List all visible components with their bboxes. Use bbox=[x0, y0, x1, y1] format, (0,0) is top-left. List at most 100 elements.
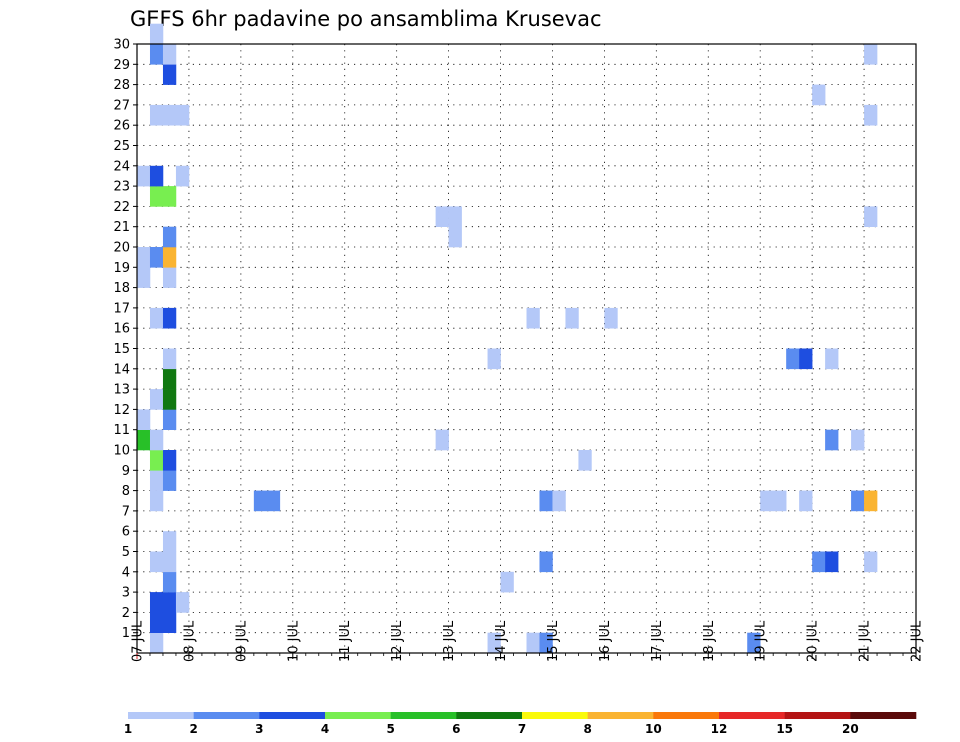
x-tick-label: 08 JUL bbox=[182, 620, 197, 662]
colorbar: 1 2 3 4 5 6 7 8 10 12 15 20 bbox=[124, 712, 917, 736]
y-tick-label: 27 bbox=[113, 98, 130, 113]
precip-cell bbox=[149, 23, 164, 45]
y-tick-label: 15 bbox=[113, 342, 130, 357]
precip-cell bbox=[137, 267, 151, 288]
y-tick-label: 16 bbox=[113, 322, 130, 337]
colorbar-swatch bbox=[128, 712, 194, 719]
y-tick-label: 26 bbox=[113, 119, 130, 134]
x-tick-label: 10 JUL bbox=[286, 620, 301, 662]
x-tick-label: 14 JUL bbox=[494, 620, 509, 662]
precip-cell bbox=[137, 409, 151, 430]
colorbar-swatch bbox=[456, 712, 523, 719]
y-tick-label: 22 bbox=[113, 200, 130, 215]
y-axis: 1234567891011121314151617181920212223242… bbox=[113, 38, 137, 641]
precip-cell bbox=[149, 490, 164, 512]
y-tick-label: 11 bbox=[113, 423, 130, 438]
chart-title: GEFS 6hr padavine po ansamblima Krusevac bbox=[130, 7, 602, 31]
precip-cell bbox=[747, 632, 761, 654]
colorbar-label: 1 bbox=[124, 722, 132, 736]
colorbar-label: 10 bbox=[645, 722, 662, 736]
precip-cell bbox=[539, 551, 553, 573]
precip-cell bbox=[162, 551, 177, 573]
precip-cell bbox=[162, 571, 177, 593]
x-tick-label: 17 JUL bbox=[650, 620, 665, 662]
precip-cell bbox=[448, 226, 462, 248]
precip-cell bbox=[864, 206, 878, 227]
precip-cell bbox=[149, 186, 164, 207]
precip-cell bbox=[162, 450, 177, 471]
precip-cell bbox=[149, 165, 164, 187]
colorbar-swatch bbox=[259, 712, 326, 719]
y-tick-label: 24 bbox=[113, 159, 130, 174]
precip-cell bbox=[149, 389, 164, 410]
y-tick-label: 14 bbox=[113, 362, 130, 377]
precip-cell bbox=[162, 247, 177, 268]
precip-cell bbox=[149, 632, 164, 654]
precip-cell bbox=[578, 450, 592, 471]
precip-cell bbox=[162, 226, 177, 248]
precip-cell bbox=[149, 551, 164, 573]
precip-cell bbox=[851, 429, 865, 451]
colorbar-label: 4 bbox=[321, 722, 329, 736]
x-axis: 07 JUL 08 JUL 09 JUL 10 JUL 11 JUL 12 JUL 13 J… bbox=[131, 620, 925, 662]
precip-cell bbox=[162, 531, 177, 552]
x-tick-label: 13 JUL bbox=[442, 620, 457, 662]
y-tick-label: 2 bbox=[122, 606, 130, 621]
y-tick-label: 25 bbox=[113, 139, 130, 154]
precip-cell bbox=[162, 44, 177, 65]
colorbar-label: 15 bbox=[776, 722, 793, 736]
x-tick-label: 11 JUL bbox=[338, 620, 353, 662]
x-tick-label: 16 JUL bbox=[598, 620, 613, 662]
precip-cell bbox=[175, 592, 190, 613]
y-tick-label: 3 bbox=[122, 586, 130, 601]
y-tick-label: 18 bbox=[113, 281, 130, 296]
x-tick-label: 20 JUL bbox=[806, 620, 821, 662]
precip-cell bbox=[149, 104, 164, 126]
colorbar-label: 3 bbox=[255, 722, 263, 736]
y-tick-label: 23 bbox=[113, 180, 130, 195]
precip-cell bbox=[526, 632, 540, 654]
precip-cell bbox=[162, 389, 177, 410]
precip-cell bbox=[149, 450, 164, 471]
precip-cell bbox=[137, 429, 151, 451]
x-tick-label: 19 JUL bbox=[754, 620, 769, 662]
precip-cell bbox=[812, 551, 826, 573]
precip-cell bbox=[825, 429, 839, 451]
colorbar-swatch bbox=[719, 712, 785, 719]
colorbar-swatch bbox=[193, 712, 260, 719]
precip-cell bbox=[864, 44, 878, 65]
precip-cell bbox=[526, 307, 540, 329]
x-tick-label: 07 JUL bbox=[131, 620, 146, 662]
y-tick-label: 7 bbox=[122, 504, 130, 519]
precip-cell bbox=[149, 592, 164, 613]
precip-cell bbox=[162, 104, 177, 126]
colorbar-swatch bbox=[850, 712, 917, 719]
colorbar-swatch bbox=[653, 712, 720, 719]
colorbar-swatch bbox=[587, 712, 654, 719]
precip-cell bbox=[149, 612, 164, 633]
y-tick-label: 21 bbox=[113, 220, 130, 235]
precip-cell bbox=[435, 206, 449, 227]
precip-cell bbox=[162, 348, 177, 370]
y-tick-label: 6 bbox=[122, 525, 130, 540]
y-tick-label: 17 bbox=[113, 301, 130, 316]
precip-cell bbox=[773, 490, 787, 512]
precip-cell bbox=[162, 64, 177, 85]
y-tick-label: 4 bbox=[122, 565, 130, 580]
precip-cell bbox=[253, 490, 268, 512]
precip-cell bbox=[162, 186, 177, 207]
precip-cell bbox=[864, 551, 878, 573]
precip-cell bbox=[162, 612, 177, 633]
precip-cell bbox=[162, 307, 177, 329]
y-tick-label: 5 bbox=[122, 545, 130, 560]
colorbar-label: 5 bbox=[386, 722, 394, 736]
precip-cell bbox=[448, 206, 462, 227]
colorbar-swatch bbox=[522, 712, 588, 719]
x-tick-label: 15 JUL bbox=[546, 620, 561, 662]
y-tick-label: 1 bbox=[122, 626, 130, 641]
precip-cell bbox=[799, 348, 813, 370]
y-tick-label: 28 bbox=[113, 78, 130, 93]
colorbar-label: 12 bbox=[711, 722, 728, 736]
precip-cell bbox=[487, 632, 501, 654]
precip-cell bbox=[864, 490, 878, 512]
